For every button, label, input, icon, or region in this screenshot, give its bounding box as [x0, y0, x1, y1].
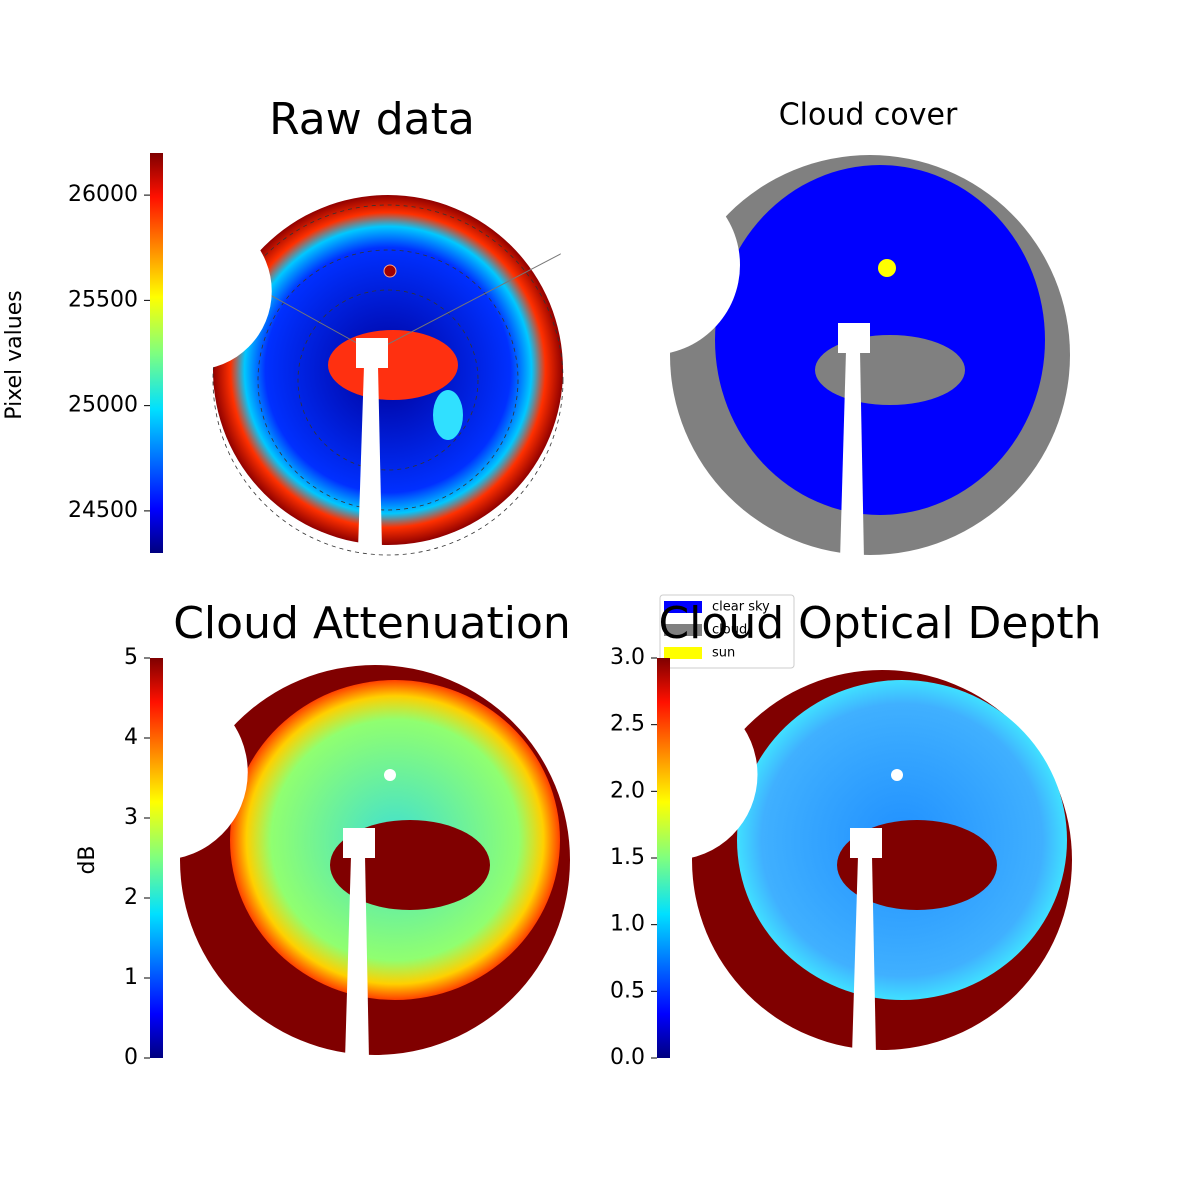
colorbar-tick-label: 0.5: [610, 978, 645, 1003]
panel-title: Cloud Attenuation: [173, 598, 571, 649]
sun-spot: [383, 264, 397, 278]
colorbar-label: dB: [75, 845, 100, 874]
colorbar-tick-label: 3: [124, 805, 138, 830]
colorbar-tick-label: 2: [124, 885, 138, 910]
colorbar-tick-label: 25500: [68, 287, 138, 312]
colorbar-tick-label: 5: [124, 645, 138, 670]
cloud-blob: [433, 390, 463, 440]
colorbar-tick-label: 25000: [68, 393, 138, 418]
polar-grid: [297, 289, 479, 471]
mask: [586, 689, 758, 860]
panel: [560, 155, 1070, 560]
legend-label: sun: [712, 646, 735, 661]
colorbar-tick-label: 1: [124, 965, 138, 990]
mask: [852, 856, 876, 1055]
colorbar-tick-label: 2.5: [610, 712, 645, 737]
panel-title: Cloud Optical Depth: [658, 598, 1101, 649]
mask: [560, 175, 740, 355]
colorbar-tick-label: 26000: [68, 182, 138, 207]
colorbar: [150, 153, 163, 553]
panel-title: Cloud cover: [779, 98, 958, 133]
colorbar-tick-label: 1.5: [610, 845, 645, 870]
colorbar-tick-label: 24500: [68, 498, 138, 523]
colorbar-tick-label: 3.0: [610, 645, 645, 670]
mask: [850, 828, 882, 858]
polar-grid: [212, 204, 564, 556]
colorbar: [150, 658, 163, 1058]
colorbar-label: Pixel values: [2, 290, 27, 419]
mask: [358, 366, 382, 550]
mask: [838, 323, 870, 353]
mask: [356, 338, 388, 368]
legend-swatch: [664, 601, 702, 613]
sun-spot: [384, 769, 396, 781]
legend-label: clear sky: [712, 600, 770, 615]
legend-swatch: [664, 647, 702, 659]
legend-swatch: [664, 624, 702, 636]
colorbar-tick-label: 1.0: [610, 912, 645, 937]
cloud-area: [815, 335, 965, 405]
polar-spoke: [372, 247, 573, 353]
panel-title: Raw data: [269, 94, 475, 145]
panel: [586, 670, 1072, 1055]
cloud-blob: [328, 330, 458, 400]
colorbar-tick-label: 2.0: [610, 778, 645, 803]
colorbar-tick-label: 0: [124, 1045, 138, 1070]
panel: 120: [114, 195, 573, 556]
sun-spot: [891, 769, 903, 781]
colorbar-tick-label: 0.0: [610, 1045, 645, 1070]
mask: [840, 351, 864, 560]
mask: [345, 856, 369, 1060]
sun-area: [878, 259, 896, 277]
legend-label: cloud: [712, 623, 747, 638]
polar-grid: [257, 249, 519, 511]
panel: [72, 665, 570, 1060]
mask: [343, 828, 375, 858]
colorbar-tick-label: 4: [124, 725, 138, 750]
colorbar: [657, 658, 670, 1058]
